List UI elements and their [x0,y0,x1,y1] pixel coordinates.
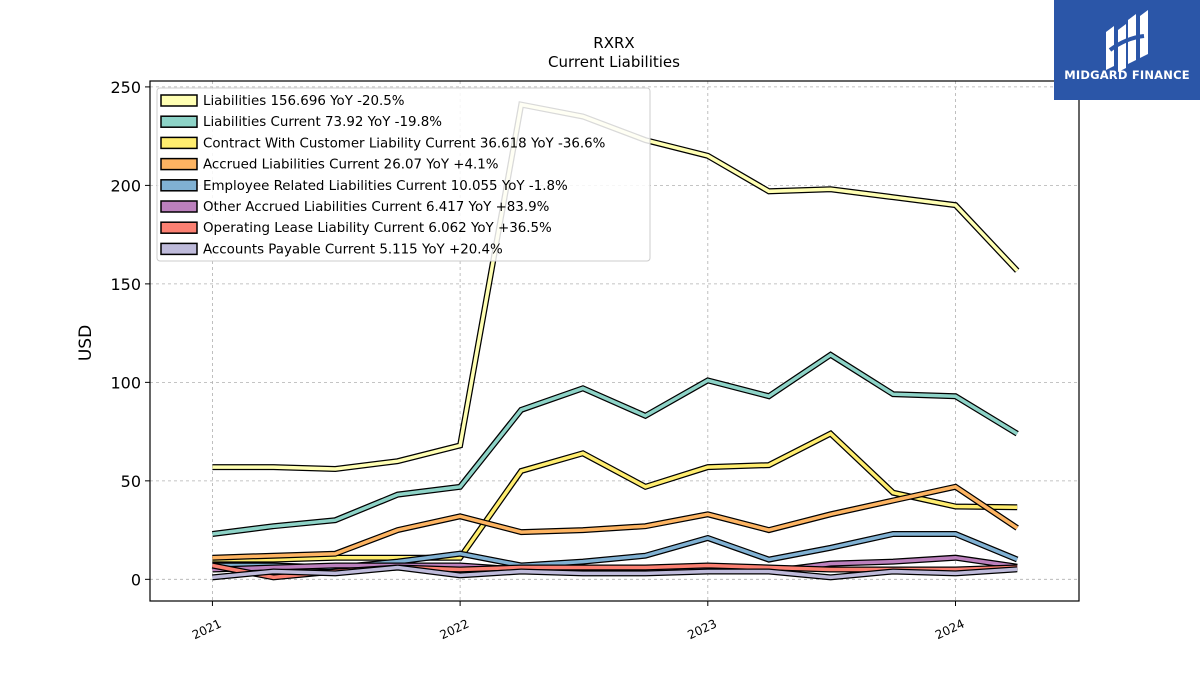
y-tick-label: 0 [131,570,141,589]
series-lines [211,101,1020,581]
x-tick-label: 2021 [190,617,224,643]
series-line-outline [212,351,1019,537]
legend-label: Liabilities Current 73.92 YoY -19.8% [203,115,442,130]
x-tick-label: 2022 [438,617,472,643]
y-tick-label: 100 [110,373,141,392]
y-tick-label: 50 [121,472,141,491]
legend-label: Accrued Liabilities Current 26.07 YoY +4… [203,158,499,173]
y-tick-label: 150 [110,275,141,294]
y-tick-label: 200 [110,176,141,195]
legend-swatch [160,221,198,234]
series-line-8 [212,565,1018,580]
legend-label: Accounts Payable Current 5.115 YoY +20.4… [203,242,503,257]
brand-mark-icon [1106,10,1148,72]
legend-swatch [160,179,198,192]
legend-swatch [160,94,198,107]
chart-subtitle: Current Liabilities [548,53,680,71]
legend-swatch [160,200,198,213]
legend-swatch [160,242,198,256]
x-tick-label: 2024 [933,617,967,643]
legend-label: Operating Lease Liability Current 6.062 … [203,221,552,236]
chart-title: RXRX [593,34,634,52]
y-axis-label: USD [76,325,96,361]
series-line-4 [212,484,1019,560]
legend-label: Contract With Customer Liability Current… [203,136,605,151]
legend-label: Employee Related Liabilities Current 10.… [203,179,568,194]
legend-label: Liabilities 156.696 YoY -20.5% [203,94,405,109]
series-line-3 [212,431,1018,562]
x-tick-label: 2023 [685,617,719,643]
legend-label: Other Accrued Liabilities Current 6.417 … [203,200,549,215]
legend-box [156,87,651,262]
plot-frame [149,80,1080,602]
series-line-outline [212,429,1018,563]
y-tick-label: 250 [110,78,141,97]
brand-name: MIDGARD FINANCE [1064,68,1190,82]
brand-logo [1054,0,1200,100]
legend-swatch [160,115,198,128]
legend: Liabilities 156.696 YoY -20.5% Liabilitie… [156,87,651,262]
legend-swatch [160,157,198,171]
series-line-2 [212,352,1019,536]
legend-swatch [160,136,198,150]
